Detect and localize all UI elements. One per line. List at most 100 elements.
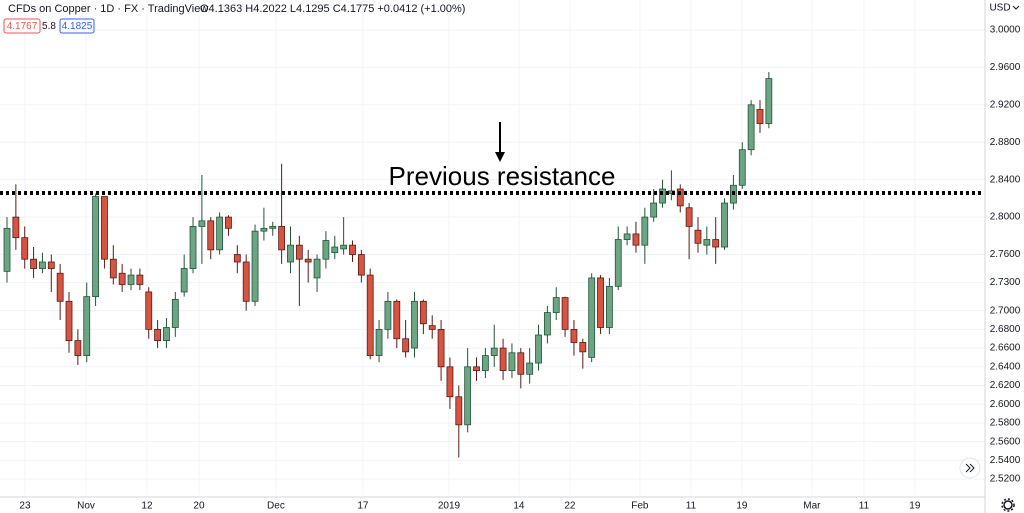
- y-tick-label: 2.7600: [990, 249, 1021, 260]
- y-tick-label: 2.5400: [990, 455, 1021, 466]
- candle-body: [118, 272, 126, 285]
- candle-body: [340, 244, 348, 250]
- y-tick-label: 2.6000: [990, 399, 1021, 410]
- candle-body: [384, 300, 392, 330]
- y-tick-label: 2.9600: [990, 62, 1021, 73]
- x-tick-label: Nov: [77, 501, 95, 512]
- candle-body: [747, 104, 755, 151]
- candle-body: [428, 325, 436, 330]
- candle-body: [357, 254, 365, 276]
- candle-body: [561, 297, 569, 330]
- candle-body: [251, 230, 259, 302]
- candle-body: [650, 202, 658, 218]
- x-tick-label: 2019: [438, 501, 461, 512]
- candle-body: [260, 227, 268, 232]
- candle-body: [180, 268, 188, 293]
- candle-body: [508, 352, 516, 371]
- candle-body: [499, 347, 507, 371]
- candle-body: [419, 300, 427, 325]
- candle-body: [703, 239, 711, 246]
- candle-body: [349, 244, 356, 255]
- annotation: Previous resistance: [389, 161, 616, 191]
- y-tick-label: 2.6400: [990, 361, 1021, 372]
- candle-body: [65, 300, 73, 342]
- candle-body: [198, 220, 206, 227]
- y-tick-label: 2.6600: [990, 343, 1021, 354]
- candle-body: [269, 226, 277, 229]
- candle-body: [738, 149, 746, 186]
- candle-body: [92, 196, 99, 298]
- candle-body: [481, 355, 489, 371]
- candle-body: [171, 299, 179, 328]
- y-tick-label: 2.5200: [990, 474, 1021, 485]
- candle-body: [242, 261, 250, 302]
- candle-body: [526, 362, 534, 375]
- x-tick-label: 19: [909, 501, 921, 512]
- x-tick-label: 11: [686, 501, 697, 512]
- y-tick-label: 2.5600: [990, 436, 1021, 447]
- candle-body: [765, 78, 773, 124]
- candle-body: [464, 366, 472, 426]
- x-tick-label: 12: [141, 501, 153, 512]
- candle-body: [641, 216, 649, 246]
- spread: 5.8: [42, 21, 56, 32]
- candle-body: [402, 338, 410, 353]
- candle-body: [56, 272, 64, 302]
- currency[interactable]: USD: [989, 3, 1010, 14]
- candle-body: [676, 188, 684, 207]
- candle-body: [614, 239, 622, 287]
- scroll-icon: [965, 463, 975, 473]
- candle-body: [12, 216, 20, 239]
- candle-body: [685, 207, 693, 227]
- candle-body: [109, 258, 117, 279]
- candles: [3, 72, 773, 458]
- arrow-head: [495, 152, 505, 162]
- candle-body: [154, 328, 161, 342]
- candle-body: [366, 274, 374, 356]
- y-tick-label: 2.7300: [990, 277, 1021, 288]
- candle-body: [163, 327, 170, 342]
- symbol: CFDs on Copper · 1D · FX · TradingView: [8, 3, 208, 15]
- candle-body: [331, 246, 339, 254]
- candle-body: [136, 274, 144, 285]
- candle-body: [207, 220, 215, 251]
- y-tick-label: 2.8000: [990, 212, 1021, 223]
- ask-badge: [59, 18, 95, 34]
- candle-body: [322, 240, 330, 260]
- candle-body: [313, 258, 321, 279]
- x-tick-label: 19: [736, 501, 748, 512]
- candle-body: [304, 258, 312, 263]
- candle-body: [473, 366, 480, 371]
- gear[interactable]: [1003, 500, 1013, 510]
- candle-body: [216, 216, 224, 251]
- candle-body: [517, 352, 525, 375]
- x-tick-label: Mar: [803, 501, 821, 512]
- candle-body: [597, 277, 604, 328]
- candle-body: [455, 396, 463, 426]
- bid: 4.1767: [7, 21, 38, 32]
- candle-body: [490, 347, 498, 356]
- gear-teeth: [1001, 498, 1015, 512]
- candle-body: [233, 254, 241, 263]
- candle-body: [101, 196, 108, 260]
- candle-body: [39, 261, 46, 269]
- candle-body: [30, 258, 37, 269]
- candle-body: [446, 366, 454, 398]
- x-tick-label: Feb: [631, 501, 649, 512]
- candle-body: [295, 244, 303, 260]
- x-tick-label: 23: [19, 501, 31, 512]
- candle-body: [145, 291, 153, 330]
- candle-body: [189, 226, 197, 269]
- settings-icon[interactable]: [1001, 498, 1015, 512]
- scroll-button[interactable]: [959, 457, 981, 479]
- candle-body: [278, 226, 286, 251]
- candle-body: [605, 285, 613, 328]
- y-tick-label: 3.0000: [990, 25, 1021, 36]
- candle-body: [579, 342, 587, 353]
- candle-body: [552, 297, 560, 313]
- candle-body: [287, 244, 294, 263]
- candle-body: [659, 188, 666, 204]
- bid-badge: [3, 18, 41, 34]
